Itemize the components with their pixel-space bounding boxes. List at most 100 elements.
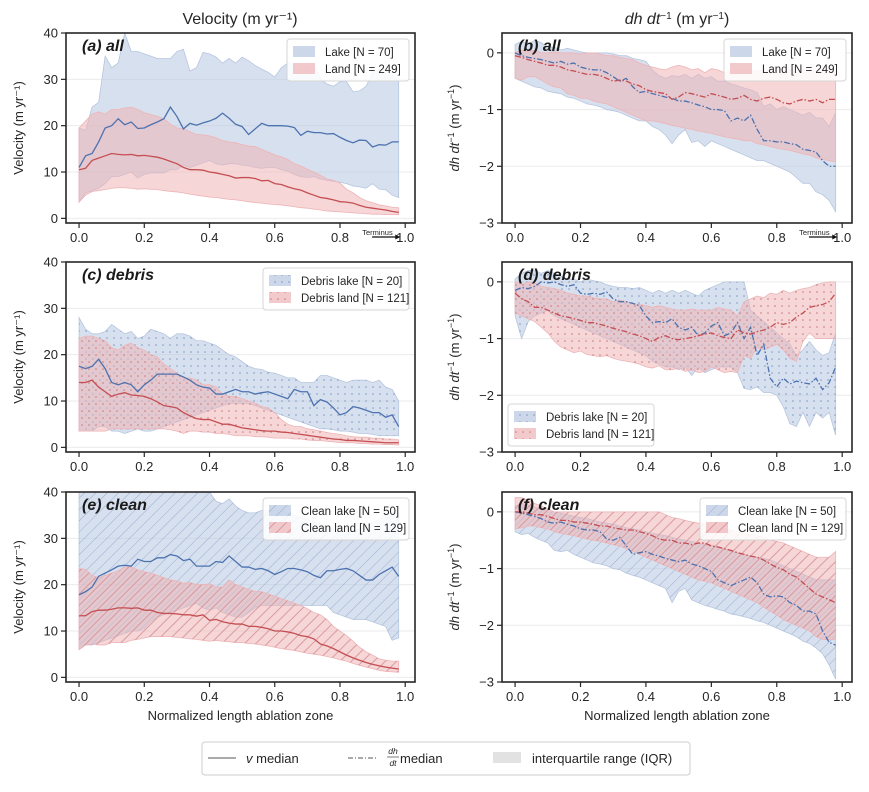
terminus-label: Terminus: [362, 228, 393, 237]
y-tick-label: 0: [51, 670, 58, 685]
x-tick-label: 1.0: [396, 459, 414, 474]
y-tick-label: −3: [479, 675, 494, 690]
panel-d: 0−1−2−30.0 0.2 0.4 0.6 0.8 1.0dh dt−1 (m yr−1…: [446, 261, 853, 474]
y-axis-label: Velocity (m yr⁻¹): [11, 310, 26, 404]
iqr-swatch: [493, 752, 521, 763]
y-axis-label-units: (m yr: [447, 327, 462, 361]
median-line-lake: [514, 52, 836, 167]
legend-swatch-lake: [293, 46, 315, 57]
y-tick-label: 30: [44, 531, 58, 546]
legend-swatch-hatch-lake: [706, 505, 728, 516]
x-tick-label: 0.0: [70, 230, 88, 245]
x-tick-label: 0.4: [200, 230, 218, 245]
terminus-arrow-head: [395, 234, 401, 240]
y-tick-label: −1: [479, 331, 494, 346]
dhdt-fraction-num: dh: [388, 746, 398, 756]
y-tick-label: 10: [44, 394, 58, 409]
y-axis-label-italic: dh dt: [447, 141, 462, 171]
y-tick-label: −2: [479, 159, 494, 174]
x-tick-label: 0.6: [266, 459, 284, 474]
y-tick-label: 0: [487, 45, 494, 60]
y-axis-label-units: (m yr: [447, 98, 462, 132]
y-tick-label: 40: [44, 485, 58, 500]
plot-content: [78, 33, 400, 216]
y-tick-label: −2: [479, 618, 494, 633]
terminus-label: Terminus: [799, 228, 830, 237]
legend-label-lake: Debris lake [N = 20]: [301, 276, 402, 288]
iqr-band-land: [78, 106, 400, 216]
legend-frame: [262, 267, 410, 311]
legend: Debris lake [N = 20] Debris land [N = 121…: [262, 267, 410, 311]
dhdt-median-label: median: [400, 751, 443, 766]
legend-swatch-hatch-lake: [514, 411, 536, 422]
legend: Clean lake [N = 50] Clean land [N = 129]: [699, 497, 847, 541]
x-tick-label: 0.0: [70, 689, 88, 704]
legend-swatch-hatch-land: [706, 522, 728, 533]
iqr-hatch-lake: [515, 503, 836, 680]
y-axis-label-sup2: −1: [446, 318, 456, 328]
median-line-land: [514, 55, 836, 105]
plot-content: [514, 270, 837, 436]
legend-swatch-land: [293, 63, 315, 74]
legend-frame: [699, 497, 847, 541]
x-tick-label: 0.4: [637, 459, 655, 474]
column-title-dhdt-italic: dh dt: [625, 11, 661, 28]
x-tick-label: 0.8: [768, 459, 786, 474]
iqr-label: interquartile range (IQR): [532, 751, 672, 766]
v-median-italic: v: [246, 751, 254, 766]
bottom-legend-frame: [201, 741, 691, 776]
legend-label-lake: Lake [N = 70]: [325, 47, 394, 59]
axes-frame: [65, 32, 416, 224]
panel-f: 0−1−2−30.0 0.2 0.4 0.6 0.8 1.0dh dt−1 (m yr−1…: [446, 491, 853, 723]
y-tick-label: 40: [44, 26, 58, 41]
plot-content: [78, 316, 400, 446]
v-median-label: v median: [246, 751, 299, 766]
legend: Clean lake [N = 50] Clean land [N = 129]: [262, 497, 410, 541]
x-axis-label: Normalized length ablation zone: [148, 708, 334, 723]
y-axis-label-sup2: −1: [446, 548, 456, 558]
plot-content: [514, 497, 837, 680]
legend-swatch-hatch-land: [269, 522, 291, 533]
legend-swatch-land: [730, 63, 752, 74]
plot-content: [78, 492, 400, 673]
y-tick-label: 30: [44, 72, 58, 87]
x-tick-label: 0.8: [331, 230, 349, 245]
y-axis-label-italic: dh dt: [447, 600, 462, 630]
x-tick-label: 0.0: [70, 459, 88, 474]
x-tick-label: 0.6: [266, 230, 284, 245]
legend: Lake [N = 70] Land [N = 249]: [723, 38, 847, 82]
column-title-velocity: Velocity (m yr⁻¹): [182, 11, 297, 28]
y-axis-label: dh dt−1 (m yr−1): [446, 84, 462, 171]
axes-frame: [65, 491, 416, 683]
y-axis-label: Velocity (m yr⁻¹): [11, 540, 26, 634]
legend-swatch-hatch-lake: [269, 275, 291, 286]
y-tick-label: 0: [51, 211, 58, 226]
x-axis-label: Normalized length ablation zone: [584, 708, 770, 723]
x-tick-label: 0.8: [331, 689, 349, 704]
legend-frame: [507, 403, 655, 447]
median-line-land: [79, 607, 399, 670]
bottom-legend: v median dh dt median interquartile rang…: [201, 741, 691, 776]
iqr-hatch-land: [79, 567, 399, 673]
x-tick-label: 0.6: [702, 230, 720, 245]
legend: Debris lake [N = 20] Debris land [N = 121…: [507, 403, 655, 447]
legend-frame: [286, 38, 410, 82]
x-tick-label: 0.0: [506, 230, 524, 245]
legend-label-land: Land [N = 249]: [325, 64, 401, 76]
x-tick-label: 1.0: [833, 230, 851, 245]
axes-frame: [501, 491, 853, 683]
median-line-land: [515, 511, 836, 604]
y-tick-label: −1: [479, 102, 494, 117]
legend-label-land: Debris land [N = 121]: [546, 429, 654, 441]
y-tick-label: −3: [479, 216, 494, 231]
x-tick-label: 1.0: [833, 689, 851, 704]
legend-swatch-hatch-land: [514, 428, 536, 439]
legend: Lake [N = 70] Land [N = 249]: [286, 38, 410, 82]
y-axis-label-close: ): [447, 84, 462, 88]
panel-title: (f) clean: [518, 497, 580, 514]
y-axis-label-sup2: −1: [446, 89, 456, 99]
y-tick-label: 10: [44, 624, 58, 639]
y-tick-label: 30: [44, 301, 58, 316]
